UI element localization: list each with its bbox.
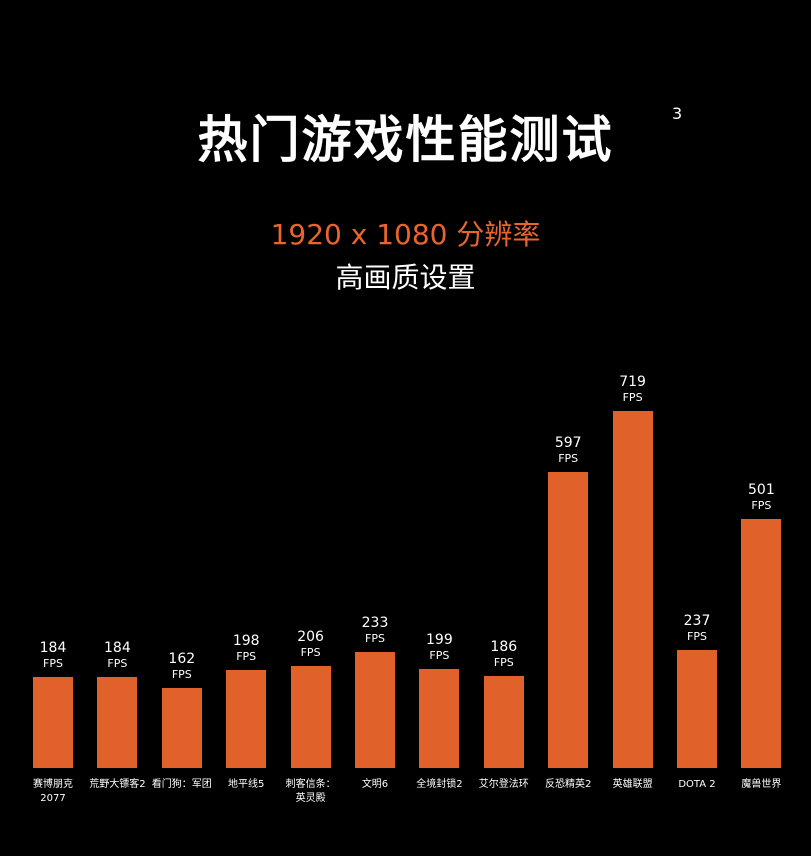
unit-label: FPS xyxy=(171,667,192,681)
x-tick-label: 赛博朋克 2077 xyxy=(33,779,73,804)
value-label: 199 xyxy=(426,632,453,649)
value-label: 198 xyxy=(232,632,260,649)
bar xyxy=(97,676,138,768)
unit-label: FPS xyxy=(300,645,321,659)
bar xyxy=(226,669,267,768)
x-tick-label: 荒野大镖客2 xyxy=(89,779,146,790)
unit-label: FPS xyxy=(493,655,514,669)
value-label: 206 xyxy=(297,628,324,645)
value-label: 184 xyxy=(104,639,131,656)
subtitle: 高画质设置 xyxy=(335,261,476,294)
x-tick-label: 刺客信条： 英灵殿 xyxy=(285,779,336,804)
bar xyxy=(677,650,717,768)
unit-label: FPS xyxy=(687,630,707,644)
value-label: 162 xyxy=(168,650,196,667)
unit-label: FPS xyxy=(236,649,257,663)
value-label: 719 xyxy=(619,374,646,390)
value-label: 237 xyxy=(683,613,711,630)
x-tick-label: 英雄联盟 xyxy=(612,779,653,790)
x-tick-label: 地平线5 xyxy=(228,779,265,790)
value-label: 597 xyxy=(554,434,582,451)
bar xyxy=(33,676,73,768)
x-tick-label: 反恐精英2 xyxy=(545,779,592,790)
bar xyxy=(290,665,331,768)
x-tick-label: 文明6 xyxy=(361,779,389,790)
title-superscript: 3 xyxy=(672,104,683,123)
x-tick-label: 魔兽世界 xyxy=(741,779,782,790)
value-label: 501 xyxy=(748,482,775,499)
bar xyxy=(355,652,395,768)
x-tick-label: 看门狗：军团 xyxy=(151,779,212,790)
subtitle: 1920 x 1080 分辨率 xyxy=(270,218,541,251)
x-tick-label: DOTA 2 xyxy=(678,779,716,790)
chart-title: 热门游戏性能测试 xyxy=(197,111,614,169)
x-tick-label: 艾尔登法环 xyxy=(478,779,529,790)
bar xyxy=(741,519,782,768)
bar xyxy=(161,687,202,768)
value-label: 186 xyxy=(490,638,518,655)
bar xyxy=(483,675,524,768)
bar xyxy=(548,471,589,768)
value-label: 233 xyxy=(361,615,389,632)
unit-label: FPS xyxy=(429,649,450,663)
bar xyxy=(612,411,653,768)
unit-label: FPS xyxy=(107,656,128,670)
bar xyxy=(419,669,460,768)
unit-label: FPS xyxy=(751,499,772,513)
unit-label: FPS xyxy=(365,632,385,646)
x-tick-label: 全境封锁2 xyxy=(416,779,463,790)
unit-label: FPS xyxy=(558,451,579,465)
unit-label: FPS xyxy=(43,656,63,670)
value-label: 184 xyxy=(39,639,67,656)
unit-label: FPS xyxy=(622,391,643,404)
